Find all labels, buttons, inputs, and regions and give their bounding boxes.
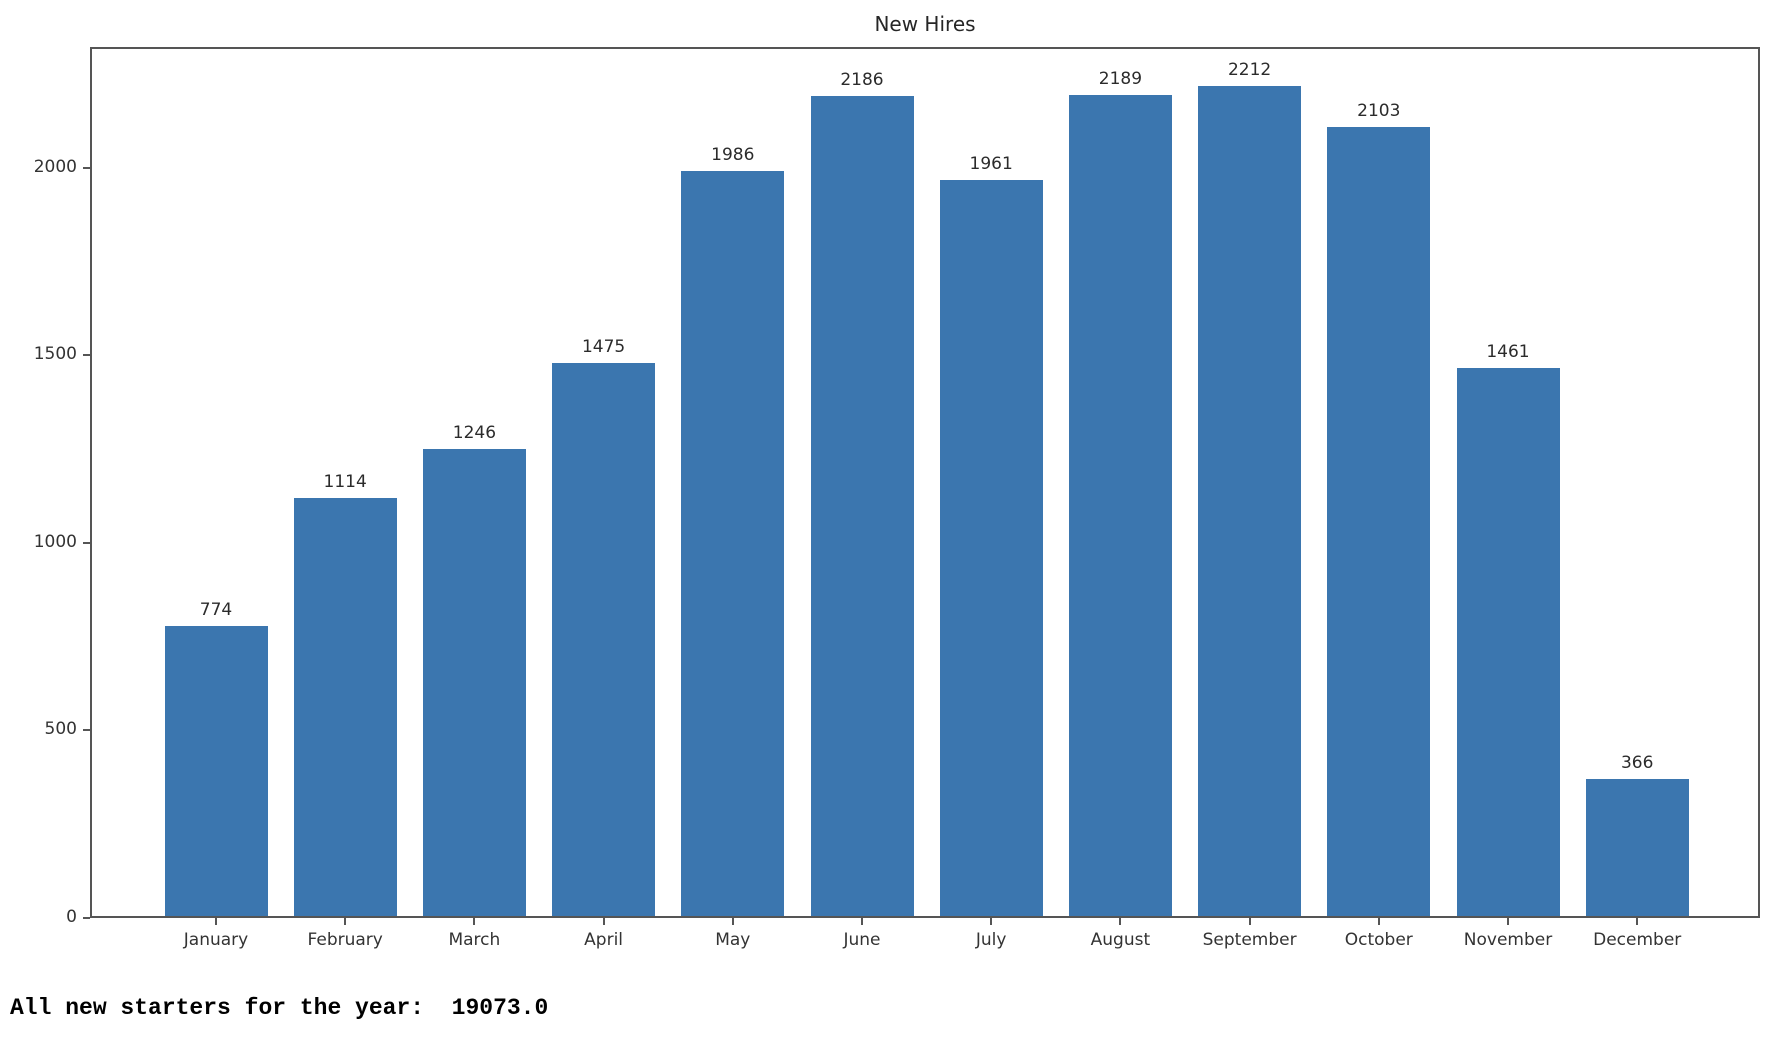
- x-axis-tick-mark: [990, 918, 993, 925]
- x-axis-tick-mark: [1377, 918, 1380, 925]
- bar-value-label: 774: [199, 599, 233, 620]
- bar: [939, 180, 1043, 916]
- bar: [1198, 86, 1302, 916]
- x-axis-month-label: February: [307, 930, 383, 950]
- y-axis-tick-label: 500: [44, 719, 77, 740]
- x-axis-tick-mark: [731, 918, 734, 925]
- x-axis-tick-mark: [215, 918, 217, 925]
- x-axis-month-label: November: [1463, 930, 1553, 950]
- bar: [1585, 778, 1689, 916]
- x-axis-tick-mark: [1248, 918, 1251, 925]
- x-axis-month-label: July: [975, 930, 1007, 950]
- chart-figure: New Hires 0 500 1000 1500 2000 January Februa…: [33, 12, 1760, 950]
- bar: [552, 362, 656, 916]
- x-axis-month-label: September: [1202, 930, 1297, 950]
- x-axis-tick-mark: [1507, 918, 1509, 925]
- x-axis-month-label: August: [1090, 930, 1151, 950]
- bar-value-label: 1246: [452, 422, 497, 443]
- bar-value-label: 2212: [1227, 60, 1272, 81]
- x-axis-month-label: April: [584, 930, 624, 950]
- x-axis-month-label: June: [843, 930, 881, 950]
- plot-area: [90, 47, 1760, 918]
- bar-value-label: 2186: [840, 70, 884, 90]
- bar: [1327, 127, 1431, 916]
- bar-value-label: 2103: [1357, 101, 1401, 122]
- x-axis-tick-mark: [1636, 918, 1639, 925]
- y-axis-tick-mark: [83, 917, 90, 919]
- x-axis-month-label: October: [1344, 930, 1413, 950]
- y-axis-tick-label: 1000: [33, 531, 77, 552]
- x-axis-month-label: January: [183, 930, 249, 950]
- y-axis-tick-mark: [83, 354, 90, 357]
- x-axis-month-label: March: [448, 930, 501, 950]
- bar-value-label: 1986: [711, 145, 755, 166]
- y-axis-tick-label: 1500: [33, 344, 77, 365]
- bar-value-label: 1475: [581, 336, 626, 357]
- x-axis-tick-mark: [1119, 918, 1122, 925]
- bar: [1068, 94, 1172, 916]
- y-axis-tick-mark: [83, 729, 90, 732]
- bar: [681, 171, 785, 916]
- x-axis-tick-mark: [602, 918, 605, 925]
- y-axis-tick-mark: [83, 166, 90, 169]
- y-axis-tick-label: 0: [66, 907, 77, 927]
- y-axis-tick-mark: [83, 541, 90, 544]
- bar-value-label: 1961: [969, 154, 1013, 175]
- bar: [164, 625, 268, 916]
- x-axis-month-label: December: [1593, 930, 1682, 950]
- bar-value-label: 1114: [323, 472, 367, 493]
- bar: [293, 498, 397, 916]
- x-axis-month-label: May: [715, 930, 751, 950]
- bar-value-label: 366: [1620, 752, 1654, 773]
- x-axis-tick-mark: [473, 918, 476, 925]
- y-axis-tick-label: 2000: [33, 156, 77, 177]
- bar-value-label: 1461: [1486, 341, 1530, 362]
- bar-value-label: 2189: [1098, 68, 1143, 89]
- chart-title: New Hires: [874, 12, 976, 36]
- bar: [810, 96, 914, 916]
- bar: [1456, 367, 1560, 916]
- bar: [422, 448, 526, 916]
- footer-total-text: All new starters for the year: 19073.0: [10, 995, 549, 1021]
- x-axis-tick-mark: [344, 918, 347, 925]
- x-axis-tick-mark: [861, 918, 863, 925]
